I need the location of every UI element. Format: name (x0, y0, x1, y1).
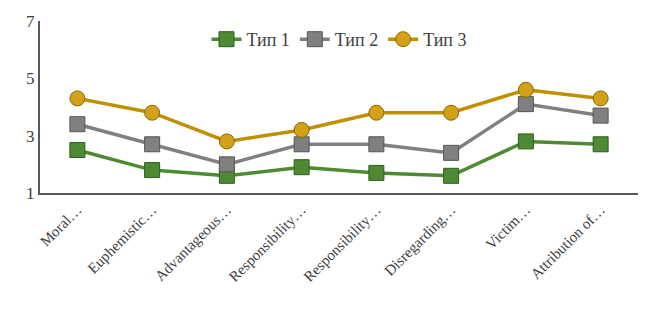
svg-text:3: 3 (26, 127, 35, 146)
svg-text:5: 5 (26, 69, 35, 88)
svg-text:Disregarding…: Disregarding… (381, 202, 458, 279)
svg-text:Responsibility…: Responsibility… (226, 202, 309, 285)
svg-text:Тип 3: Тип 3 (423, 30, 466, 50)
svg-text:7: 7 (26, 12, 35, 31)
svg-text:Advantageous…: Advantageous… (152, 202, 235, 285)
svg-text:Тип 2: Тип 2 (335, 30, 378, 50)
svg-text:Victim…: Victim… (483, 202, 534, 253)
svg-text:Responsibility…: Responsibility… (301, 202, 384, 285)
svg-text:Тип 1: Тип 1 (247, 30, 290, 50)
svg-text:Moral…: Moral… (37, 202, 85, 250)
svg-text:1: 1 (26, 184, 35, 203)
svg-text:Euphemistic…: Euphemistic… (85, 202, 160, 277)
svg-text:Attribution of…: Attribution of… (527, 202, 608, 283)
